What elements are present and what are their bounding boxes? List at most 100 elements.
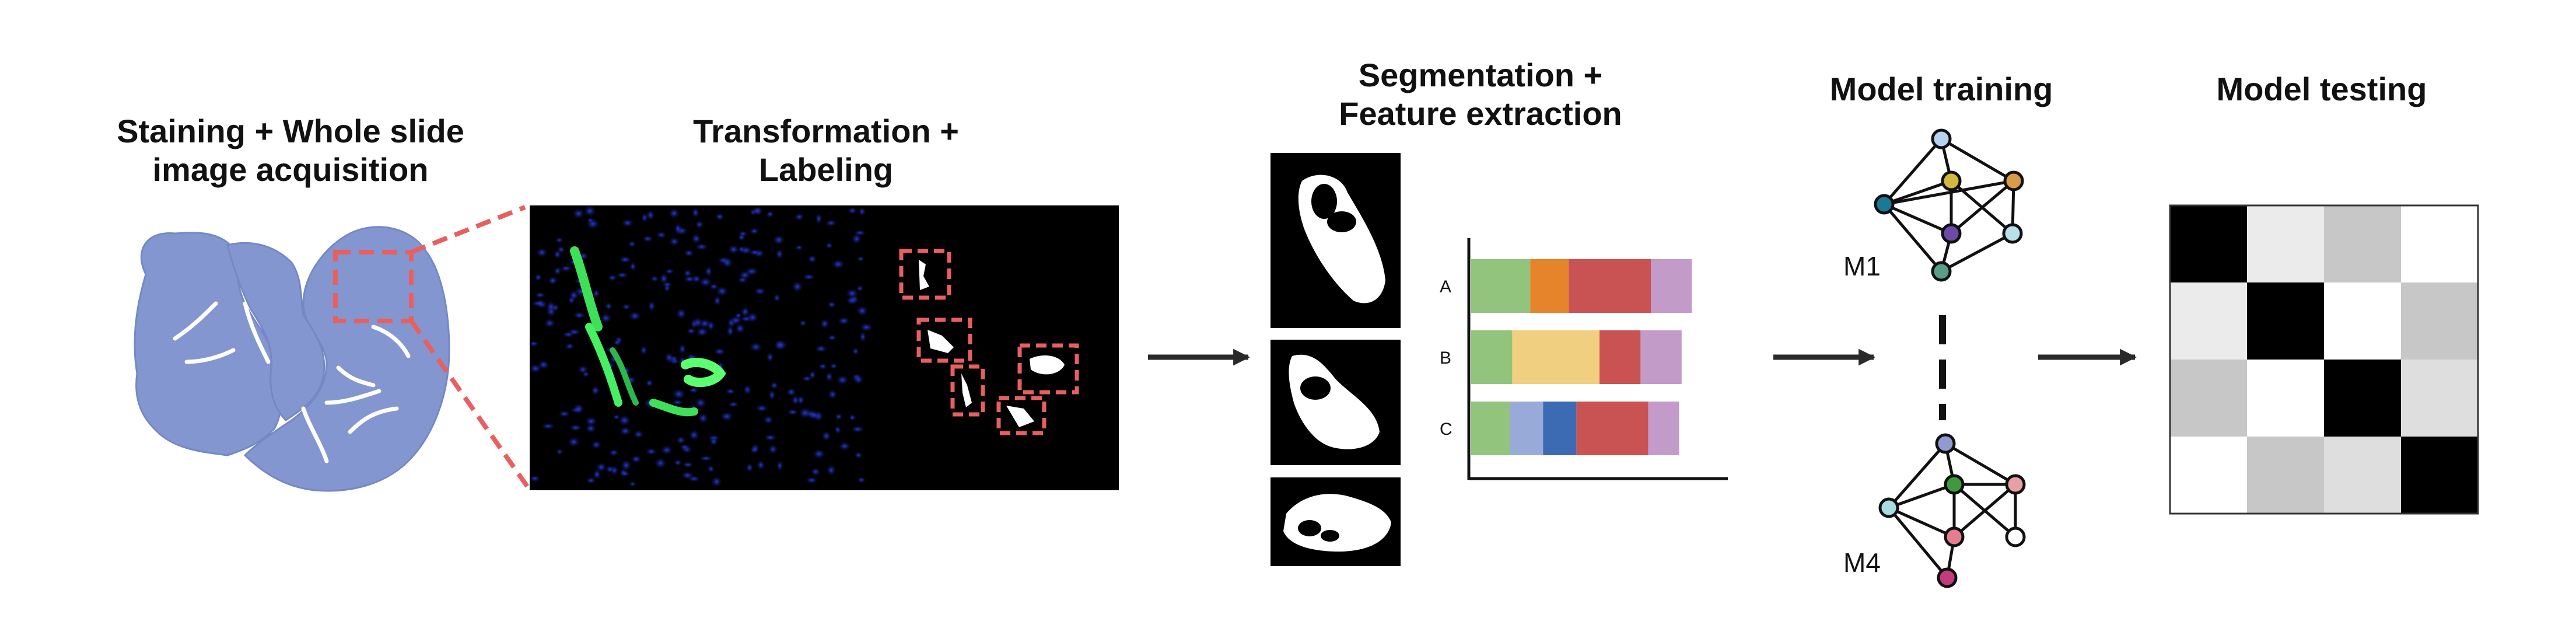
nucleus xyxy=(547,276,558,285)
nucleus xyxy=(565,343,575,350)
nucleus xyxy=(650,275,659,282)
nucleus xyxy=(826,464,836,476)
nucleus xyxy=(676,308,687,319)
nucleus xyxy=(786,409,799,416)
nucleus xyxy=(529,364,542,374)
nucleus xyxy=(621,218,634,228)
network-node xyxy=(1874,194,1895,215)
nucleus xyxy=(684,249,694,257)
nucleus xyxy=(851,233,862,245)
nucleus xyxy=(573,403,584,415)
nucleus xyxy=(815,212,822,225)
zoom-line-top xyxy=(410,205,526,254)
segmentation-masks xyxy=(1270,153,1401,566)
nucleus xyxy=(726,325,734,337)
bar-segment xyxy=(1471,259,1531,313)
network-edge xyxy=(1950,180,2015,235)
nucleus xyxy=(618,414,631,427)
nucleus xyxy=(591,440,602,449)
nucleus xyxy=(738,245,746,253)
nucleus xyxy=(859,331,867,343)
mask-panel-bg xyxy=(872,205,1119,490)
nucleus xyxy=(831,259,845,270)
nucleus xyxy=(585,424,597,434)
network-edge xyxy=(1888,506,1955,539)
nucleus xyxy=(746,463,754,473)
nucleus xyxy=(749,342,763,352)
nucleus xyxy=(618,256,632,264)
nucleus xyxy=(850,425,864,433)
nucleus xyxy=(837,316,850,325)
nucleus xyxy=(755,404,769,413)
nucleus xyxy=(536,247,548,258)
network-node xyxy=(1941,223,1962,244)
nucleus xyxy=(821,431,831,441)
nucleus xyxy=(686,327,696,334)
label-boxes xyxy=(899,249,1079,435)
matrix-cell xyxy=(2401,205,2478,282)
nucleus xyxy=(709,437,719,446)
zoom-line-bottom xyxy=(409,319,530,489)
whole-slide-image xyxy=(134,205,530,492)
nucleus xyxy=(628,311,642,321)
nucleus xyxy=(768,444,778,455)
step3-title-line2: Feature extraction xyxy=(1339,95,1622,132)
network-node xyxy=(2005,474,2026,495)
nucleus xyxy=(838,441,851,451)
nucleus xyxy=(797,395,805,406)
nucleus xyxy=(536,299,545,308)
nucleus xyxy=(727,244,740,254)
network-edge xyxy=(1888,507,1948,579)
nucleus xyxy=(694,397,707,409)
nucleus xyxy=(825,242,834,249)
network-node xyxy=(1935,433,1956,454)
nucleus xyxy=(604,302,613,310)
nucleus xyxy=(620,470,631,477)
network-edge xyxy=(1884,203,1952,235)
nucleus xyxy=(619,426,632,436)
nucleus xyxy=(607,274,618,282)
nucleus xyxy=(858,207,866,217)
step3-title-line1: Segmentation + xyxy=(1359,57,1603,93)
nucleus xyxy=(776,460,784,472)
network-edge xyxy=(1953,483,2017,538)
nucleus xyxy=(834,425,842,434)
nucleus xyxy=(769,381,779,390)
nucleus xyxy=(825,371,834,382)
nucleus xyxy=(640,345,648,355)
network-edge xyxy=(1940,232,2014,273)
step1-title-line2: image acquisition xyxy=(153,151,429,188)
model-label: M4 xyxy=(1843,547,1881,578)
nucleus xyxy=(744,267,759,276)
nucleus xyxy=(660,445,673,455)
nucleus xyxy=(555,237,564,243)
matrix-cell xyxy=(2324,437,2401,514)
network-edge xyxy=(1883,203,1943,273)
model-networks: M1 M4 xyxy=(1843,128,2026,588)
nucleus xyxy=(659,273,669,284)
nucleus xyxy=(656,231,667,239)
nucleus xyxy=(529,474,541,483)
nucleus xyxy=(710,476,723,487)
matrix-cell xyxy=(2401,282,2478,360)
nucleus xyxy=(688,386,699,394)
nucleus xyxy=(827,334,837,341)
nucleus xyxy=(791,281,803,292)
network-node xyxy=(2003,170,2024,191)
nucleus xyxy=(687,475,701,482)
matrix-cell xyxy=(2247,437,2324,514)
matrix-cell xyxy=(2401,437,2478,514)
nucleus xyxy=(586,217,594,224)
tissue-vessels xyxy=(173,301,411,463)
confusion-matrix xyxy=(2169,204,2479,515)
tissue-middle xyxy=(226,242,326,421)
nucleus xyxy=(646,210,655,221)
matrix-cell xyxy=(2247,205,2324,282)
nucleus xyxy=(671,388,686,400)
nucleus xyxy=(725,388,736,395)
nucleus xyxy=(695,220,704,229)
nucleus xyxy=(613,339,621,346)
nucleus xyxy=(735,323,746,334)
nucleus xyxy=(608,449,619,456)
